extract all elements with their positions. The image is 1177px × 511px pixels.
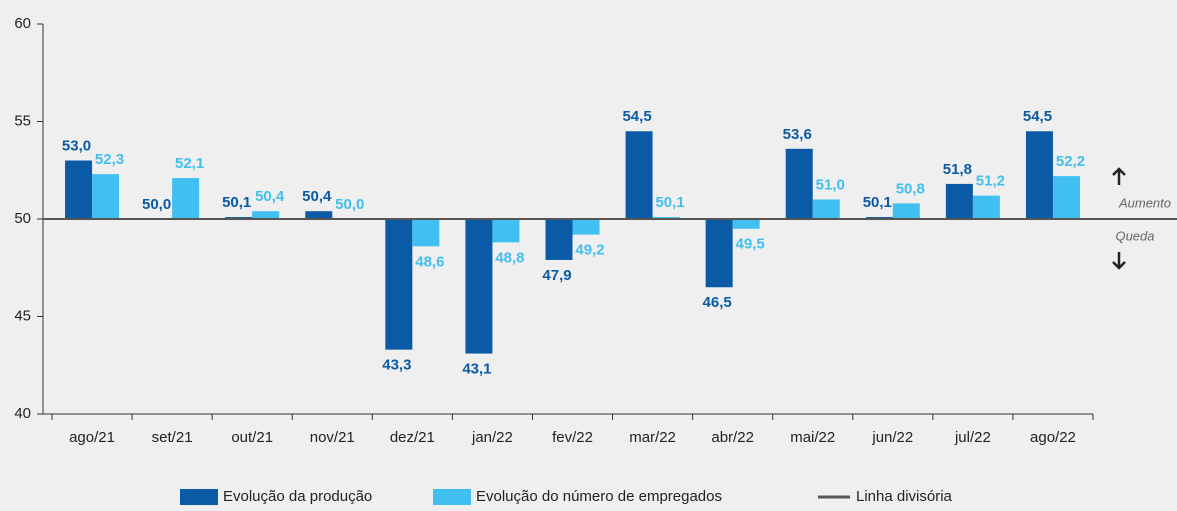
value-label: 50,0 — [142, 196, 171, 213]
y-tick-label: 45 — [14, 307, 31, 324]
value-label: 52,1 — [175, 155, 204, 172]
value-label: 50,1 — [863, 194, 892, 211]
x-tick-label: mar/22 — [629, 429, 676, 446]
bar — [305, 211, 333, 219]
x-tick-label: jan/22 — [471, 429, 513, 446]
bar — [812, 199, 840, 219]
x-tick-label: mai/22 — [790, 429, 835, 446]
legend-swatch — [433, 489, 471, 505]
x-tick-label: out/21 — [231, 429, 273, 446]
value-label: 48,8 — [495, 249, 524, 266]
arrow-down — [1112, 252, 1126, 270]
bar — [172, 178, 200, 219]
legend-label: Linha divisória — [856, 488, 953, 505]
value-label: 50,0 — [335, 196, 364, 213]
value-label: 50,1 — [222, 194, 251, 211]
legend-label: Evolução do número de empregados — [476, 488, 722, 505]
bar — [625, 131, 653, 219]
bar — [972, 195, 1000, 219]
value-label: 48,6 — [415, 253, 444, 270]
x-tick-label: fev/22 — [552, 429, 593, 446]
value-label: 51,0 — [816, 176, 845, 193]
bar — [945, 183, 973, 219]
bar — [412, 219, 440, 247]
bar — [252, 211, 280, 219]
bar — [385, 219, 413, 350]
arrow-up — [1112, 167, 1126, 185]
value-label: 53,6 — [783, 126, 812, 143]
value-label: 52,2 — [1056, 153, 1085, 170]
bar — [65, 160, 93, 219]
annotation: Aumento — [1118, 195, 1171, 210]
bar — [1025, 131, 1053, 219]
y-tick-label: 55 — [14, 112, 31, 129]
value-label: 54,5 — [1023, 108, 1052, 125]
bar — [492, 219, 520, 243]
bar — [705, 219, 733, 288]
value-label: 49,5 — [736, 236, 765, 253]
x-tick-label: jul/22 — [954, 429, 991, 446]
value-label: 50,8 — [896, 180, 925, 197]
value-label: 53,0 — [62, 137, 91, 154]
x-tick-label: ago/21 — [69, 429, 115, 446]
value-label: 43,3 — [382, 357, 411, 374]
value-label: 51,8 — [943, 161, 972, 178]
value-label: 50,4 — [302, 188, 332, 205]
x-tick-label: nov/21 — [310, 429, 355, 446]
value-label: 49,2 — [575, 242, 604, 259]
value-label: 52,3 — [95, 151, 124, 168]
bar — [545, 219, 573, 260]
legend-swatch — [180, 489, 218, 505]
bar — [785, 148, 813, 219]
bar — [572, 219, 600, 235]
x-tick-label: ago/22 — [1030, 429, 1076, 446]
value-label: 51,2 — [976, 173, 1005, 190]
x-tick-label: set/21 — [152, 429, 193, 446]
y-tick-label: 40 — [14, 405, 31, 422]
x-tick-label: jun/22 — [871, 429, 913, 446]
value-label: 54,5 — [622, 108, 651, 125]
x-tick-label: dez/21 — [390, 429, 435, 446]
value-label: 50,4 — [255, 188, 285, 205]
y-tick-label: 50 — [14, 210, 31, 227]
value-label: 46,5 — [703, 294, 732, 311]
bar — [892, 203, 920, 219]
y-tick-label: 60 — [14, 15, 31, 32]
value-label: 43,1 — [462, 361, 491, 378]
bar — [1052, 176, 1080, 219]
value-label: 50,1 — [655, 194, 684, 211]
x-tick-label: abr/22 — [711, 429, 754, 446]
value-label: 47,9 — [542, 267, 571, 284]
bar — [92, 174, 120, 219]
bar — [732, 219, 760, 229]
annotation: Queda — [1115, 228, 1154, 243]
legend-label: Evolução da produção — [223, 488, 372, 505]
bar — [465, 219, 493, 354]
